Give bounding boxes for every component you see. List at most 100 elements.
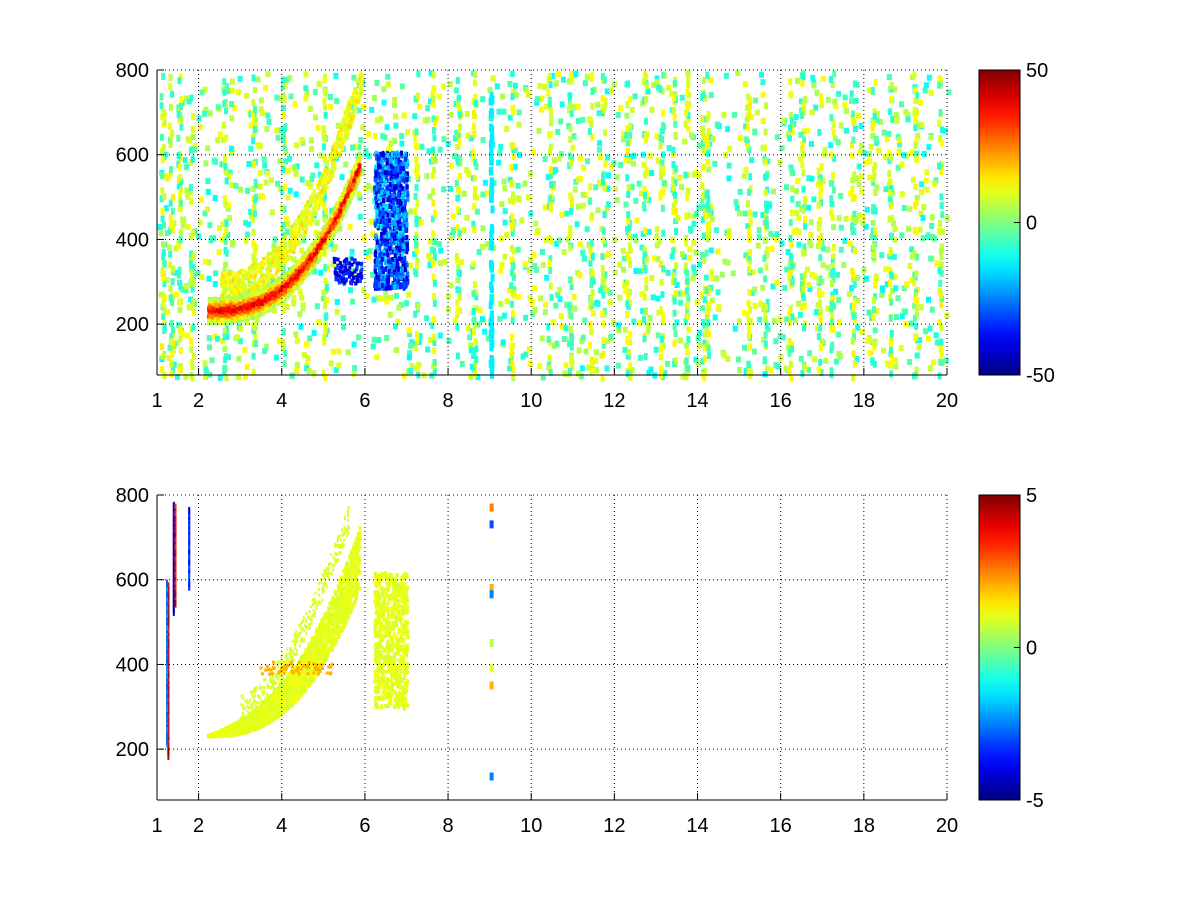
heatmap-cell [475, 374, 481, 380]
heatmap-cell [914, 120, 919, 128]
heatmap-cell [323, 328, 328, 336]
heatmap-cell [873, 189, 878, 196]
heatmap-cell [168, 83, 173, 91]
heatmap-cell [430, 101, 436, 108]
heatmap-cell [220, 282, 223, 287]
heatmap-cell [342, 128, 346, 133]
heatmap-cell [684, 342, 689, 349]
heatmap-cell [250, 185, 256, 192]
heatmap-cell [550, 319, 556, 326]
heatmap-cell [226, 281, 230, 286]
heatmap-cell [387, 145, 393, 152]
heatmap-cell [626, 217, 631, 225]
heatmap-cell [746, 299, 751, 307]
heatmap-cell [673, 330, 678, 337]
heatmap-cell [203, 374, 209, 380]
heatmap-cell [528, 210, 534, 217]
heatmap-cell [919, 189, 924, 195]
heatmap-cell [260, 277, 264, 282]
heatmap-cell [745, 143, 750, 151]
heatmap-cell [596, 110, 602, 117]
heatmap-cell [909, 320, 915, 327]
heatmap-cell [937, 372, 942, 380]
heatmap-cell [292, 222, 296, 227]
heatmap-cell [571, 133, 577, 140]
heatmap-cell [237, 75, 243, 82]
heatmap-cell [673, 191, 677, 199]
heatmap-cell [258, 106, 264, 113]
heatmap-cell [430, 156, 435, 164]
heatmap-cell [789, 374, 794, 382]
heatmap-cell [671, 146, 676, 154]
heatmap-cell [914, 156, 919, 163]
heatmap-cell [510, 317, 515, 325]
heatmap-cell [596, 146, 602, 153]
heatmap-cell [749, 114, 754, 121]
heatmap-cell [872, 360, 877, 368]
heatmap-cell [176, 271, 181, 279]
heatmap-cell [253, 196, 258, 204]
heatmap-cell [301, 352, 307, 359]
heatmap-cell [170, 226, 175, 234]
heatmap-cell [330, 169, 334, 174]
heatmap-cell [374, 354, 380, 361]
heatmap-cell [278, 252, 281, 257]
heatmap-cell [160, 343, 164, 351]
heatmap-cell [293, 225, 297, 230]
heatmap-cell [371, 336, 377, 343]
heatmap-cell [674, 165, 678, 173]
heatmap-cell [269, 257, 273, 262]
heatmap-cell [864, 275, 869, 282]
heatmap-cell [203, 106, 209, 113]
heatmap-cell [456, 206, 460, 214]
heatmap-cell [919, 122, 925, 128]
heatmap-cell [748, 369, 753, 377]
heatmap-cell [597, 179, 602, 186]
heatmap-cell [621, 130, 626, 137]
heatmap-cell [265, 269, 269, 274]
heatmap-cell [221, 293, 225, 298]
heatmap-cell [184, 283, 190, 289]
heatmap-cell [787, 309, 792, 317]
heatmap-cell [787, 349, 792, 357]
heatmap-cell [178, 190, 183, 198]
heatmap-cell [780, 334, 786, 341]
heatmap-cell [790, 345, 794, 353]
heatmap-cell [341, 145, 345, 150]
heatmap-cell [430, 172, 435, 180]
heatmap-cell [787, 135, 792, 142]
heatmap-cell [685, 88, 690, 96]
heatmap-cell [915, 253, 920, 261]
heatmap-cell [561, 76, 567, 83]
heatmap-cell [719, 271, 725, 278]
heatmap-cell [685, 194, 690, 202]
heatmap-cell [769, 246, 775, 252]
heatmap-cell [565, 236, 571, 243]
heatmap-cell [238, 325, 244, 332]
heatmap-cell [534, 266, 540, 273]
heatmap-cell [577, 241, 583, 248]
heatmap-cell [705, 202, 710, 210]
heatmap-cell [452, 317, 458, 324]
heatmap-cell [914, 270, 919, 278]
heatmap-cell [654, 79, 660, 86]
heatmap-cell [809, 271, 815, 278]
heatmap-cell [372, 95, 377, 101]
heatmap-cell [337, 130, 340, 135]
heatmap-cell [515, 195, 521, 202]
heatmap-cell [281, 241, 285, 246]
heatmap-cell [343, 161, 349, 168]
heatmap-cell [702, 207, 707, 215]
heatmap-cell [431, 259, 436, 267]
heatmap-cell [555, 71, 561, 77]
heatmap-cell [626, 184, 631, 192]
heatmap-cell [441, 83, 447, 90]
heatmap-cell [792, 317, 798, 324]
heatmap-cell [323, 264, 328, 271]
heatmap-cell [830, 326, 835, 334]
heatmap-cell [858, 123, 864, 130]
heatmap-cell [229, 278, 233, 283]
heatmap-cell [229, 87, 235, 94]
heatmap-cell [457, 138, 462, 146]
heatmap-cell [304, 362, 310, 369]
